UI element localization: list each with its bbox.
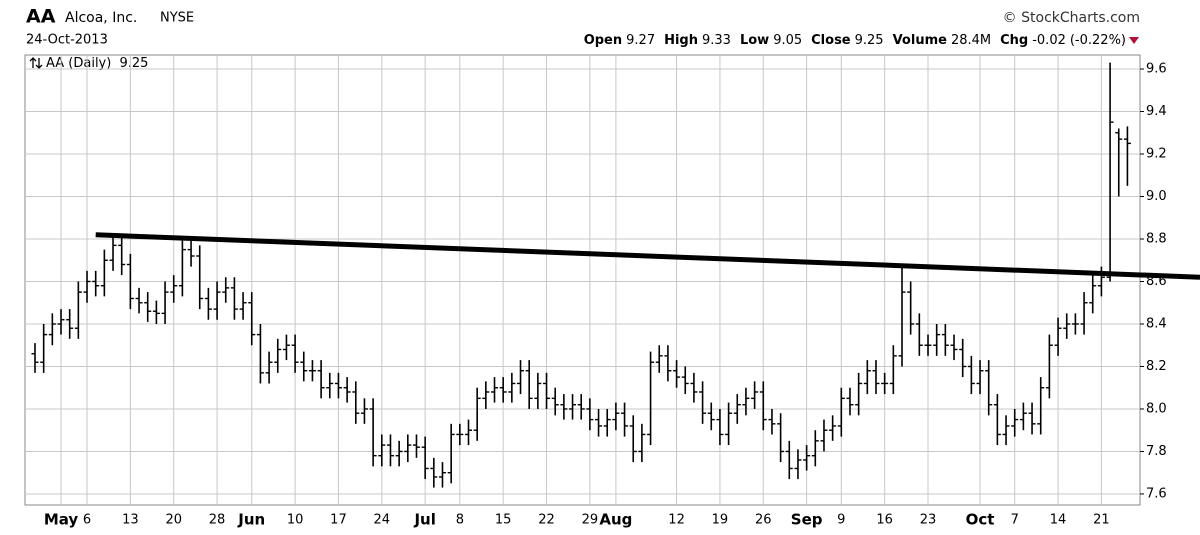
x-tick-label: May: [44, 511, 79, 529]
x-tick-label: 26: [755, 513, 772, 528]
x-tick-label: 29: [582, 513, 599, 528]
x-tick-label: Oct: [966, 511, 995, 529]
x-tick-label: 14: [1050, 513, 1067, 528]
quote-label: Chg: [1000, 33, 1028, 48]
x-tick-label: 21: [1093, 513, 1110, 528]
legend: AA (Daily) 9.25: [46, 56, 148, 71]
x-tick-label: 15: [495, 513, 512, 528]
y-tick-label: 8.0: [1146, 401, 1167, 416]
x-tick-label: 19: [712, 513, 729, 528]
y-tick-label: 8.4: [1146, 316, 1167, 331]
y-tick-label: 7.8: [1146, 444, 1167, 459]
x-tick-label: 10: [287, 513, 304, 528]
source: © StockCharts.com: [1003, 10, 1140, 26]
x-tick-label: 23: [920, 513, 937, 528]
date: 24-Oct-2013: [26, 33, 108, 48]
exchange: NYSE: [160, 11, 194, 26]
quote-value: 9.05: [773, 33, 802, 48]
quote-value: 9.27: [626, 33, 655, 48]
x-tick-label: 24: [374, 513, 391, 528]
y-tick-label: 9.0: [1146, 189, 1167, 204]
x-tick-label: 22: [538, 513, 555, 528]
x-tick-label: Aug: [599, 511, 632, 529]
y-tick-label: 9.2: [1146, 147, 1167, 162]
x-tick-label: 17: [330, 513, 347, 528]
plot-frame: [24, 54, 1141, 506]
quote-label: High: [664, 33, 698, 48]
quote-label: Close: [811, 33, 851, 48]
y-tick-label: 8.2: [1146, 359, 1167, 374]
quote-value: 9.33: [702, 33, 731, 48]
x-tick-label: 7: [1011, 513, 1019, 528]
company: Alcoa, Inc.: [65, 10, 137, 26]
y-tick-label: 8.8: [1146, 231, 1167, 246]
legend-name: AA (Daily): [46, 56, 111, 71]
quote-value: -0.02: [1032, 33, 1066, 48]
y-tick-label: 9.4: [1146, 104, 1167, 119]
x-tick-label: 12: [668, 513, 685, 528]
y-tick-label: 9.6: [1146, 62, 1167, 77]
x-tick-label: Sep: [791, 511, 823, 529]
x-tick-label: 8: [456, 513, 464, 528]
down-arrow: [1129, 37, 1139, 44]
x-tick-label: 16: [876, 513, 893, 528]
x-tick-label: 20: [165, 513, 182, 528]
x-tick-label: Jul: [413, 511, 435, 529]
y-tick-label: 7.6: [1146, 486, 1167, 501]
quote-value: 28.4M: [951, 33, 991, 48]
x-tick-label: 9: [837, 513, 845, 528]
legend-icon: [29, 57, 43, 69]
quote-value: 9.25: [855, 33, 884, 48]
x-tick-label: Jun: [237, 511, 265, 529]
quote-label: Low: [740, 33, 769, 48]
quote: Open 9.27 High 9.33 Low 9.05 Close 9.25 Volume 28…: [584, 33, 1126, 48]
trendline: [95, 232, 1200, 280]
x-tick-label: 6: [83, 513, 91, 528]
x-tick-label: 28: [209, 513, 226, 528]
quote-label: Volume: [893, 33, 948, 48]
symbol: AA: [26, 6, 56, 28]
quote-label: Open: [584, 33, 622, 48]
quote-pct: (-0.22%): [1070, 33, 1126, 48]
x-tick-label: 13: [122, 513, 139, 528]
legend-last: 9.25: [119, 56, 148, 71]
